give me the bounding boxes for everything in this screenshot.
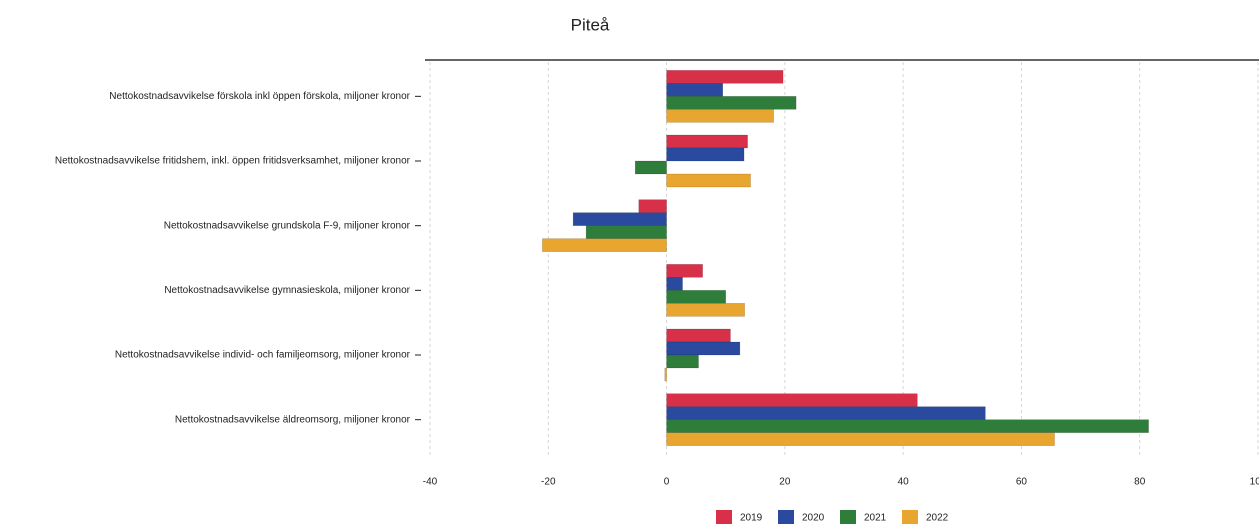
y-tick-label: Nettokostnadsavvikelse fritidshem, inkl.… xyxy=(55,156,411,167)
bar xyxy=(666,147,745,162)
x-tick-label: 100 xyxy=(1250,477,1259,488)
legend-swatch xyxy=(716,510,732,524)
x-tick-label: 0 xyxy=(664,477,670,488)
x-tick-label: -20 xyxy=(541,477,556,488)
legend-label: 2022 xyxy=(926,513,949,524)
legend-label: 2019 xyxy=(740,513,763,524)
bar xyxy=(666,83,724,97)
x-tick-label: 80 xyxy=(1134,477,1146,488)
bar xyxy=(666,419,1149,433)
bar xyxy=(664,367,667,382)
bar xyxy=(634,160,667,175)
bar xyxy=(572,212,667,226)
bar xyxy=(666,328,731,343)
bar xyxy=(666,173,751,188)
bar xyxy=(585,225,667,239)
chart-title: Piteå xyxy=(571,15,610,34)
bar xyxy=(666,264,703,278)
bar xyxy=(542,238,667,252)
x-tick-label: 60 xyxy=(1016,477,1028,488)
x-tick-label: 20 xyxy=(779,477,791,488)
bar xyxy=(666,432,1055,446)
y-tick-label: Nettokostnadsavvikelse individ- och fami… xyxy=(115,350,411,361)
bar xyxy=(666,109,774,123)
bar xyxy=(666,393,918,407)
x-tick-label: 40 xyxy=(898,477,910,488)
legend-label: 2020 xyxy=(802,513,825,524)
legend-label: 2021 xyxy=(864,513,887,524)
legend-swatch xyxy=(902,510,918,524)
bar xyxy=(666,303,745,317)
y-tick-label: Nettokostnadsavvikelse förskola inkl öpp… xyxy=(109,91,410,102)
bar xyxy=(666,134,748,149)
bar xyxy=(666,290,726,304)
y-tick-label: Nettokostnadsavvikelse grundskola F-9, m… xyxy=(164,220,411,231)
legend-swatch xyxy=(840,510,856,524)
bar xyxy=(666,354,699,369)
bar xyxy=(666,277,683,291)
legend-swatch xyxy=(778,510,794,524)
bar xyxy=(666,70,784,84)
x-tick-label: -40 xyxy=(423,477,438,488)
y-tick-label: Nettokostnadsavvikelse gymnasieskola, mi… xyxy=(164,285,410,296)
bar xyxy=(666,96,797,110)
bar xyxy=(666,341,741,356)
y-tick-label: Nettokostnadsavvikelse äldreomsorg, milj… xyxy=(175,414,411,425)
bar xyxy=(666,406,986,420)
bar xyxy=(638,199,667,213)
